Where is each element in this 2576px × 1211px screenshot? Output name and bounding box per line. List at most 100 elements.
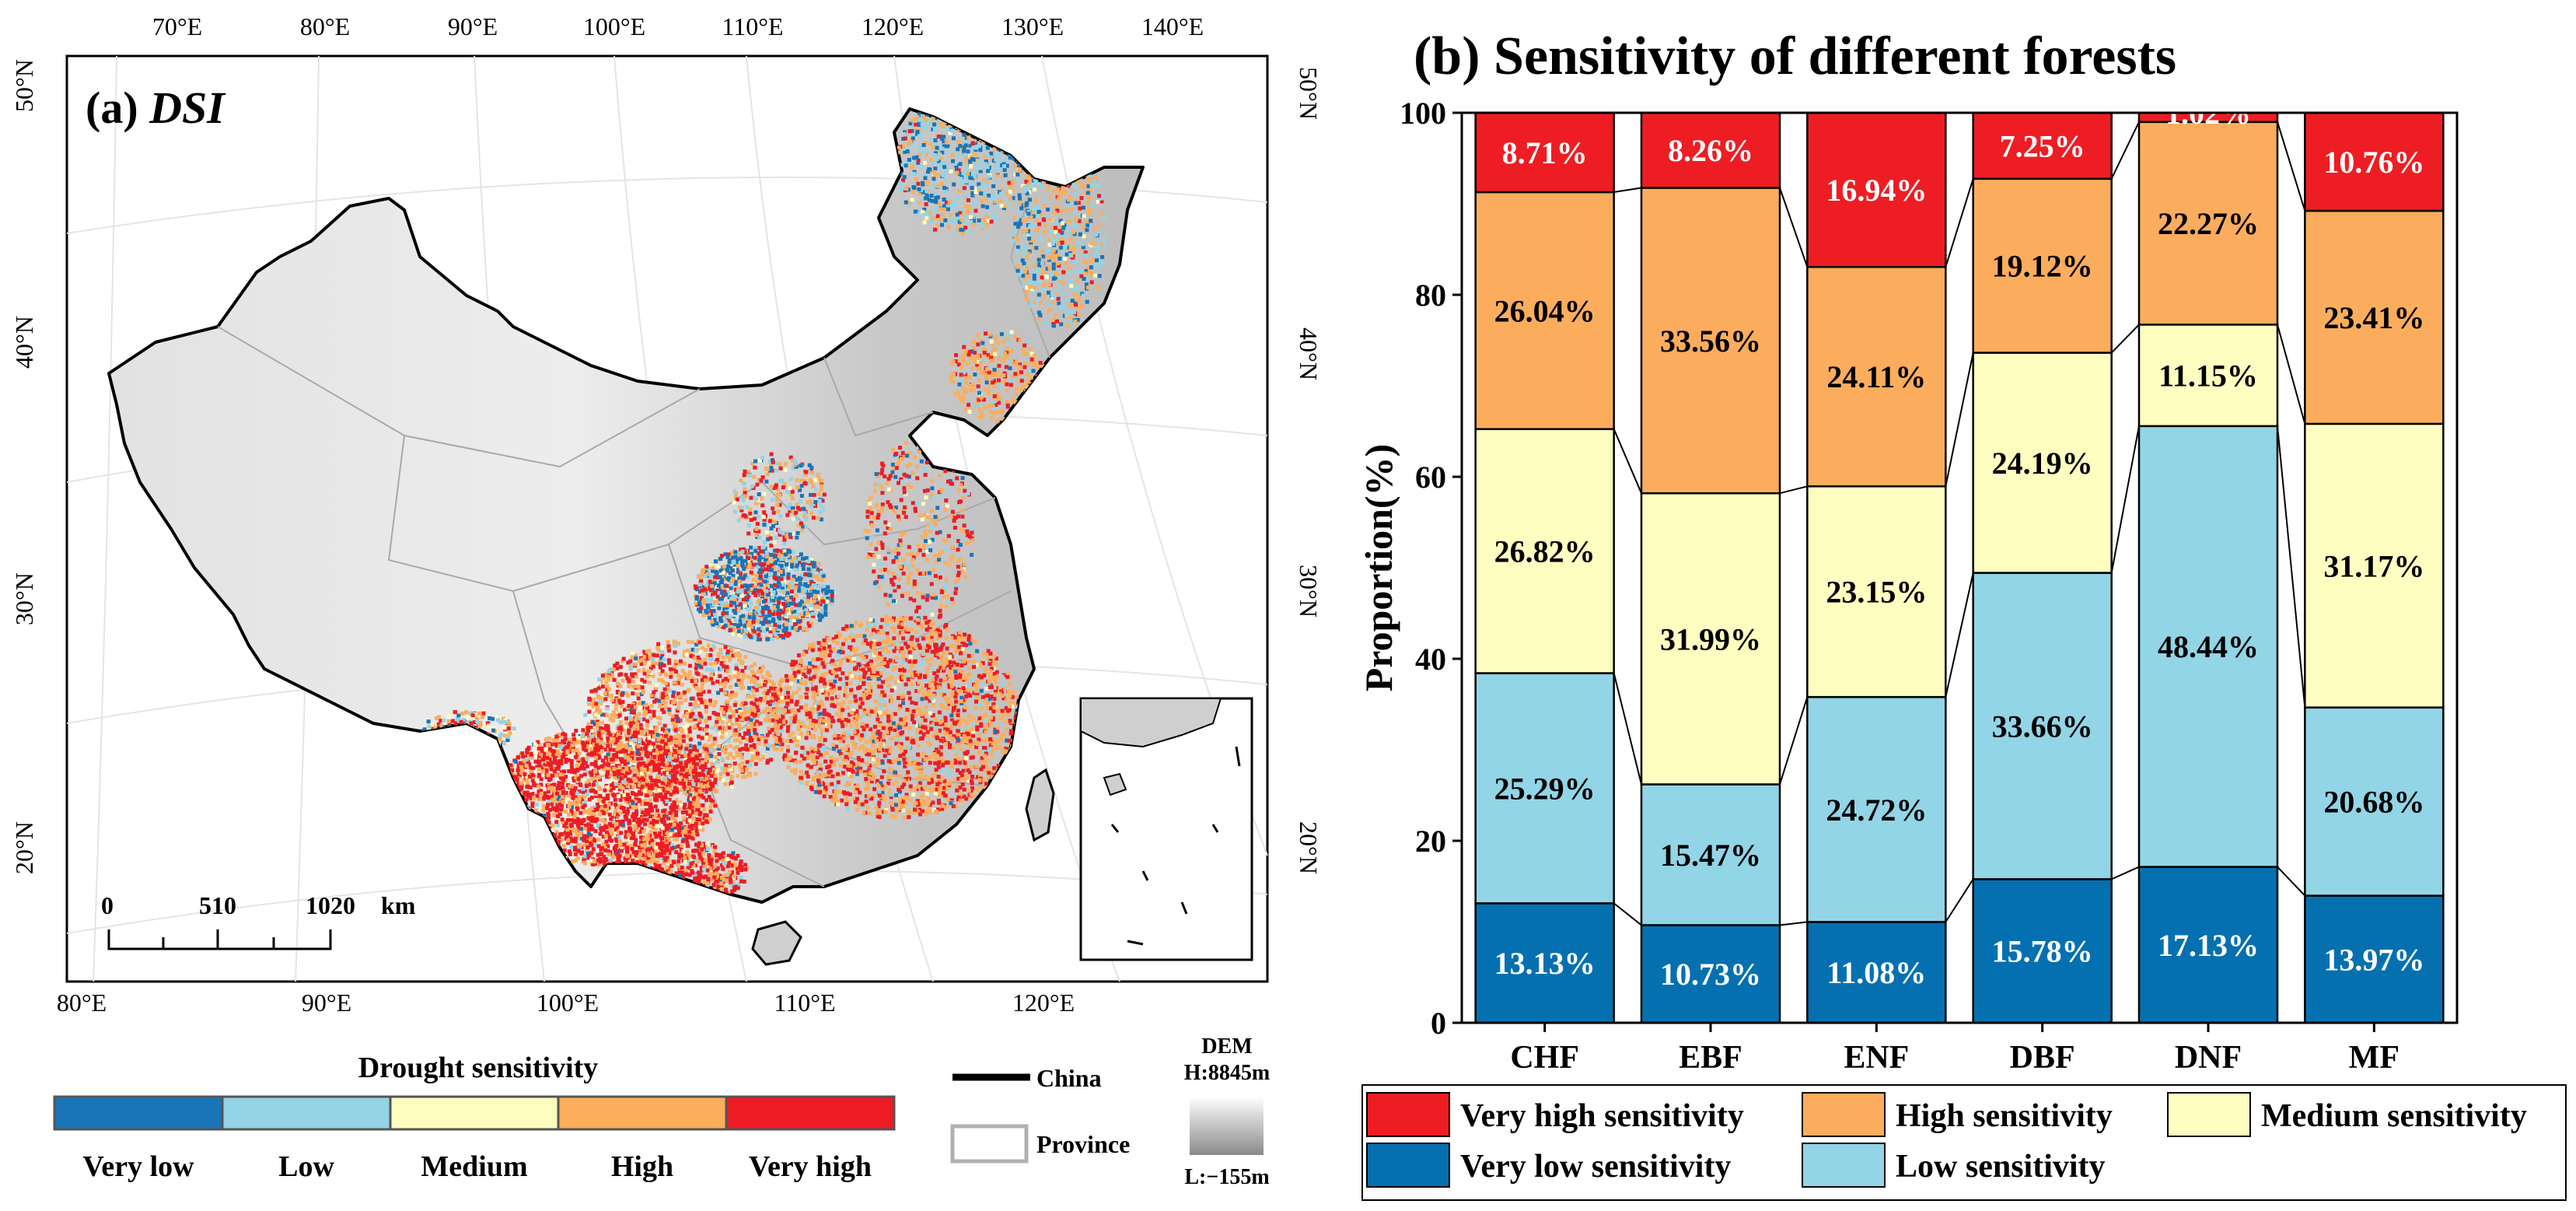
sensitivity-pixel [992, 214, 997, 219]
sensitivity-pixel [809, 607, 813, 611]
sensitivity-pixel [1012, 238, 1016, 243]
sensitivity-pixel [952, 372, 956, 376]
sensitivity-pixel [957, 172, 962, 177]
sensitivity-pixel [851, 769, 855, 774]
sensitivity-pixel [957, 189, 962, 194]
sensitivity-pixel [966, 714, 971, 719]
sensitivity-pixel [1022, 243, 1027, 248]
sensitivity-pixel [855, 807, 860, 812]
sensitivity-pixel [704, 667, 709, 672]
sensitivity-pixel [985, 205, 990, 209]
sensitivity-pixel [918, 150, 923, 155]
sensitivity-pixel [934, 200, 938, 205]
sensitivity-pixel [816, 657, 820, 662]
sensitivity-pixel [987, 404, 991, 408]
sensitivity-pixel [894, 779, 899, 783]
sensitivity-pixel [836, 772, 840, 776]
sensitivity-pixel [937, 800, 942, 805]
sensitivity-pixel [756, 637, 760, 642]
sensitivity-pixel [973, 689, 978, 694]
sensitivity-pixel [984, 706, 989, 711]
sensitivity-pixel [865, 786, 869, 790]
sensitivity-pixel [933, 153, 938, 157]
sensitivity-pixel [957, 630, 962, 635]
sensitivity-pixel [1074, 201, 1078, 205]
sensitivity-pixel [945, 766, 949, 771]
sensitivity-pixel [796, 620, 801, 624]
sensitivity-pixel [814, 789, 818, 794]
sensitivity-pixel [720, 590, 724, 595]
sensitivity-pixel [732, 561, 736, 565]
sensitivity-pixel [757, 558, 762, 562]
sensitivity-pixel [982, 144, 987, 149]
sensitivity-pixel [1061, 226, 1066, 230]
sensitivity-pixel [970, 157, 975, 161]
sensitivity-pixel [1083, 253, 1088, 257]
sensitivity-pixel [980, 341, 985, 345]
sensitivity-pixel [862, 682, 866, 686]
sensitivity-pixel [970, 141, 975, 145]
sensitivity-pixel [909, 682, 914, 687]
sensitivity-pixel [907, 744, 912, 749]
sensitivity-pixel [907, 761, 912, 765]
sensitivity-pixel [885, 635, 890, 639]
sensitivity-pixel [1030, 300, 1034, 305]
sensitivity-pixel [853, 694, 858, 698]
sensitivity-pixel [977, 366, 982, 370]
sensitivity-pixel [853, 667, 857, 671]
sensitivity-pixel [1022, 261, 1026, 266]
sensitivity-pixel [891, 758, 896, 763]
sensitivity-pixel [760, 591, 764, 596]
sensitivity-pixel [964, 205, 968, 208]
sensitivity-pixel [841, 642, 845, 646]
sensitivity-pixel [978, 760, 983, 765]
sensitivity-pixel [1011, 180, 1015, 184]
sensitivity-pixel [948, 205, 952, 209]
sensitivity-pixel [1084, 263, 1089, 268]
sensitivity-pixel [1044, 250, 1049, 254]
sensitivity-pixel [1091, 256, 1096, 261]
sensitivity-pixel [957, 382, 962, 387]
sensitivity-pixel [802, 756, 806, 761]
sensitivity-pixel [942, 178, 947, 183]
sensitivity-pixel [986, 387, 991, 392]
sensitivity-pixel [770, 584, 774, 589]
sensitivity-pixel [713, 559, 718, 564]
sensitivity-pixel [809, 787, 814, 792]
sensitivity-pixel [1053, 238, 1057, 243]
sensitivity-pixel [1058, 219, 1063, 223]
sensitivity-pixel [945, 126, 949, 131]
sensitivity-pixel [809, 746, 813, 751]
sensitivity-pixel [942, 144, 946, 149]
sensitivity-pixel [713, 569, 718, 574]
sensitivity-pixel [1024, 229, 1029, 233]
sensitivity-pixel [879, 671, 884, 676]
sensitivity-pixel [888, 789, 893, 793]
sensitivity-pixel [944, 165, 949, 170]
sensitivity-pixel [708, 579, 712, 584]
sensitivity-pixel [1005, 403, 1010, 408]
sensitivity-pixel [869, 770, 873, 775]
sensitivity-pixel [865, 628, 869, 632]
sensitivity-pixel [729, 551, 734, 555]
sensitivity-pixel [731, 555, 735, 560]
sensitivity-pixel [779, 564, 784, 569]
sensitivity-pixel [978, 169, 983, 173]
sensitivity-pixel [932, 122, 937, 127]
sensitivity-pixel [727, 604, 732, 608]
sensitivity-pixel [956, 713, 960, 718]
sensitivity-pixel [761, 600, 766, 604]
sensitivity-pixel [1075, 240, 1079, 245]
sensitivity-pixel [918, 812, 922, 817]
sensitivity-pixel [731, 568, 735, 572]
sensitivity-pixel [981, 224, 986, 229]
sensitivity-pixel [968, 740, 973, 744]
sensitivity-pixel [807, 643, 812, 648]
sensitivity-pixel [1082, 225, 1086, 229]
sensitivity-pixel [802, 589, 807, 593]
sensitivity-pixel [753, 555, 757, 560]
sensitivity-pixel [937, 149, 942, 153]
sensitivity-pixel [698, 583, 702, 587]
sensitivity-pixel [786, 748, 790, 753]
sensitivity-pixel [1083, 191, 1088, 195]
